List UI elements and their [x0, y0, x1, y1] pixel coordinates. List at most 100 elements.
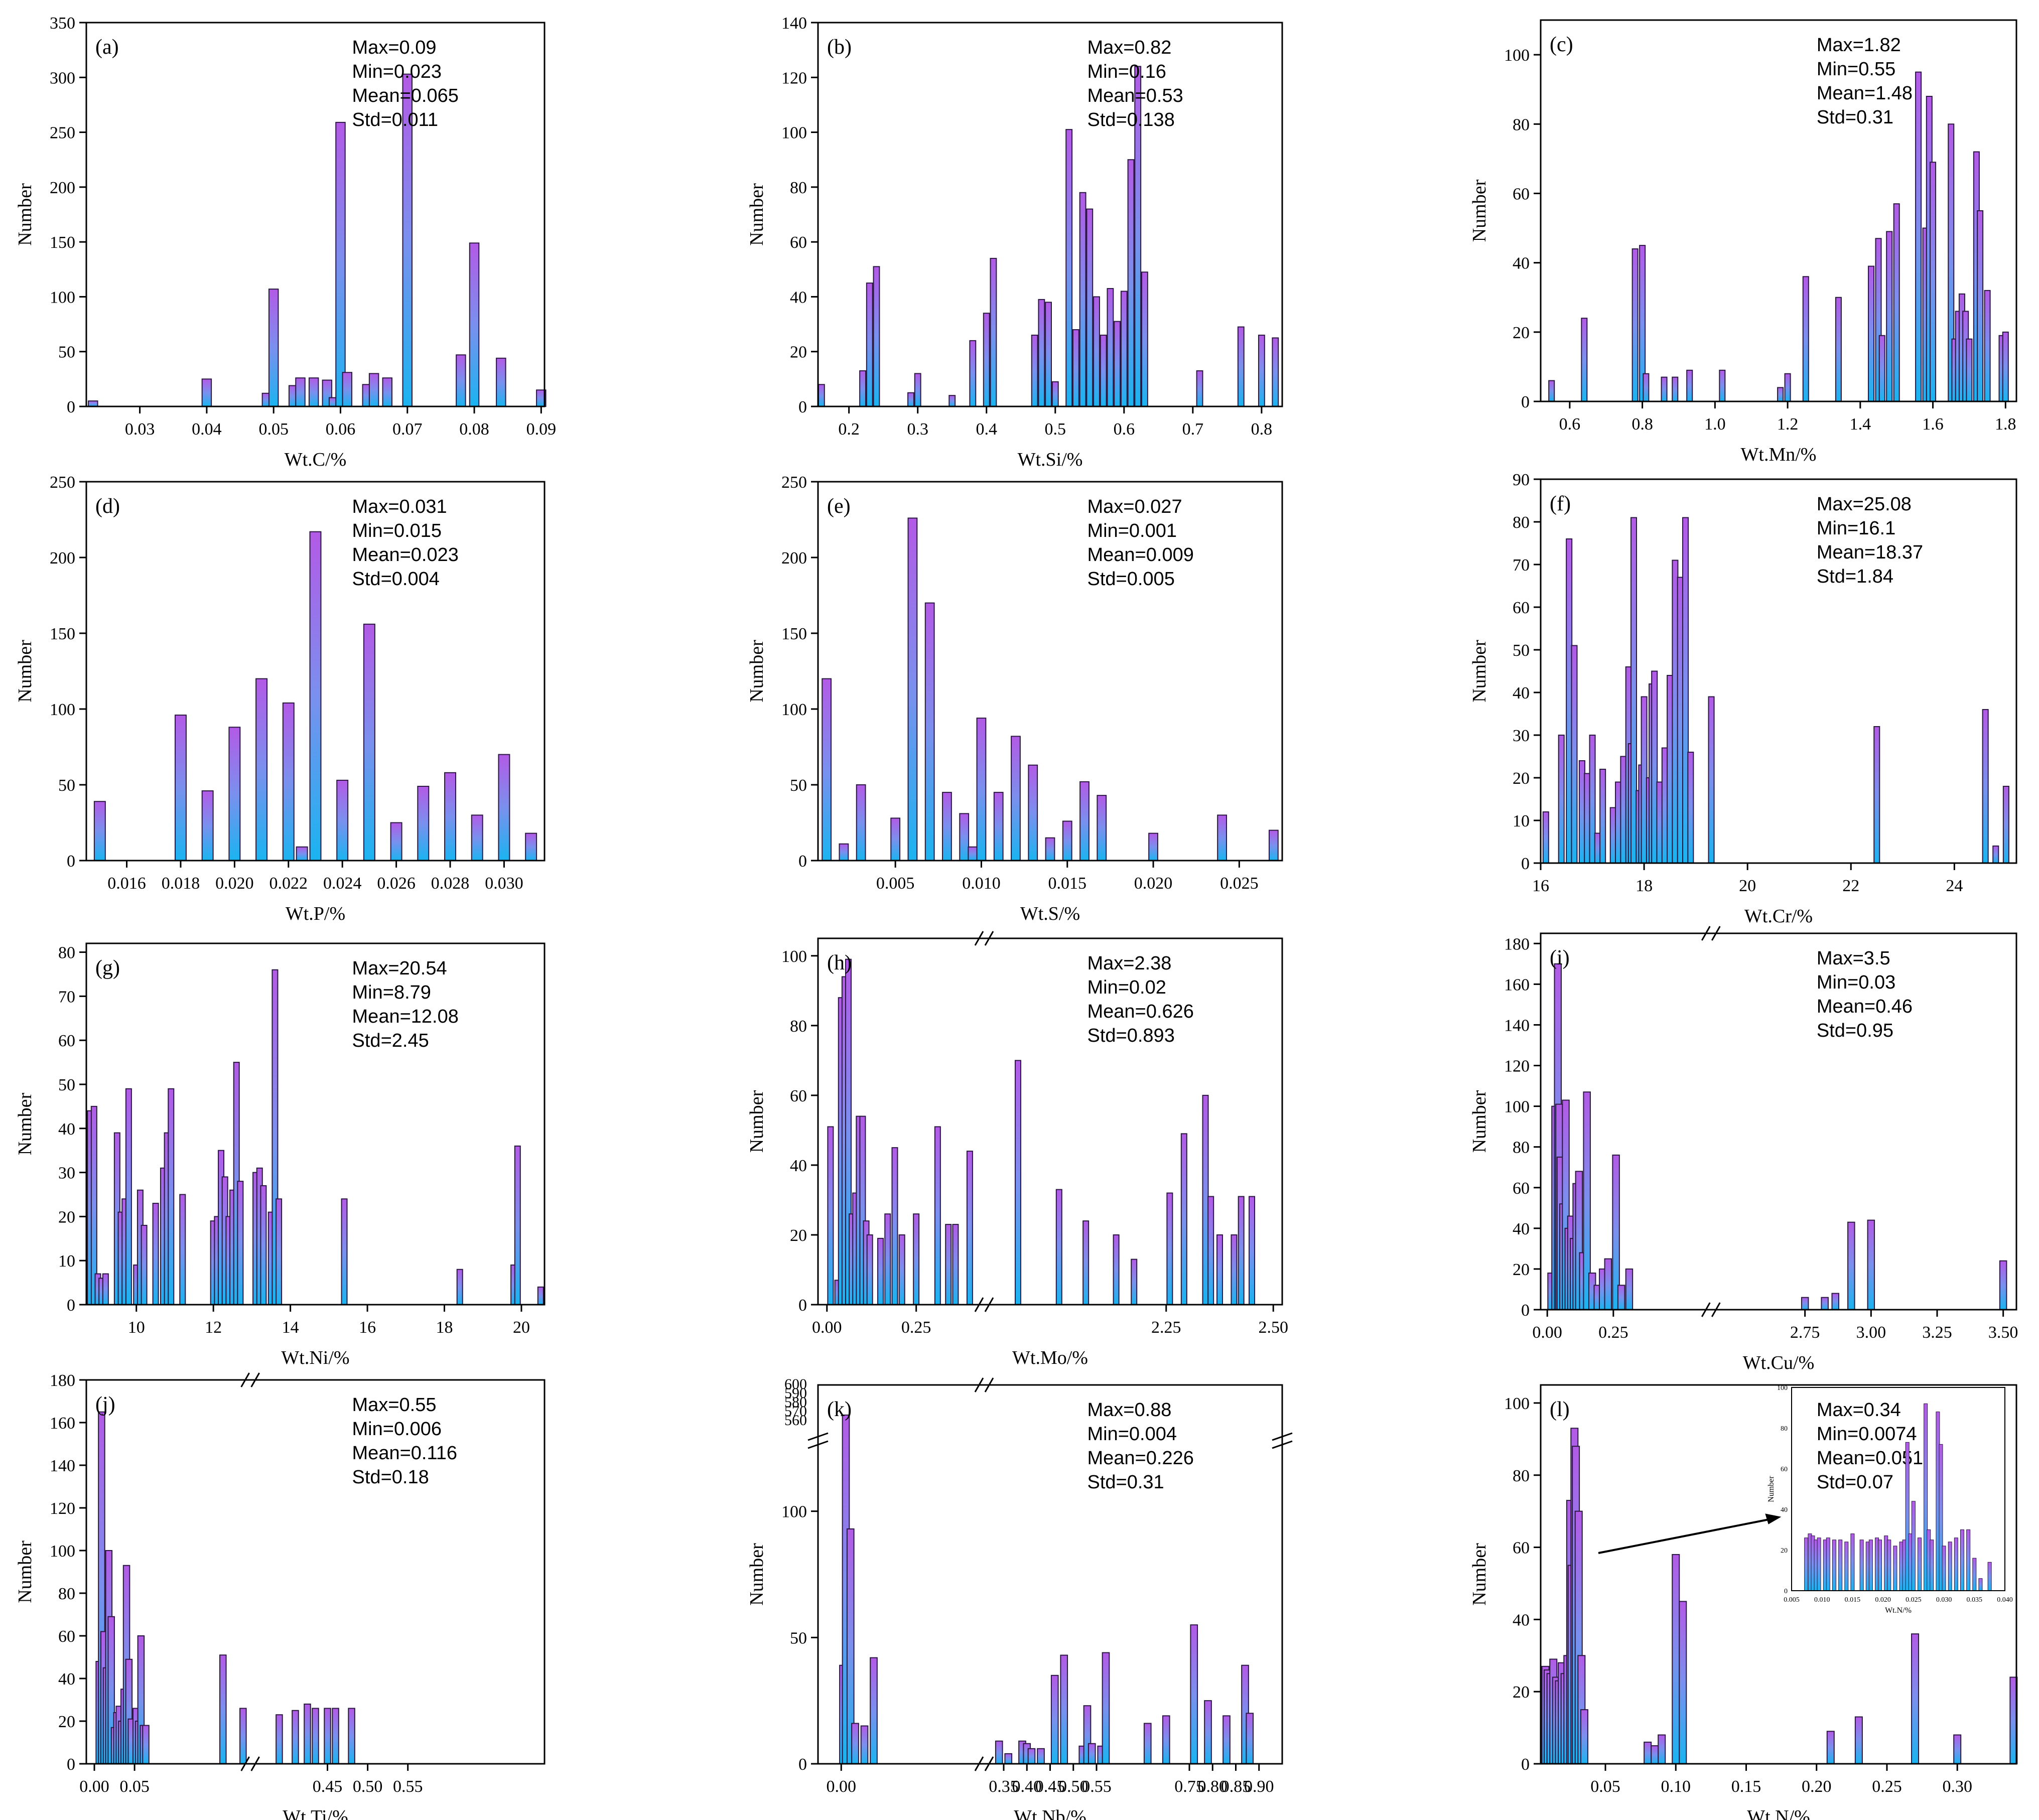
plot-frame — [817, 937, 1283, 1306]
stat-line: Std=0.005 — [1088, 569, 1175, 590]
bar — [907, 517, 918, 861]
stat-line: Mean=1.48 — [1817, 83, 1913, 104]
y-tick-label: 80 — [1513, 513, 1530, 532]
x-tick-label: 16 — [359, 1318, 376, 1337]
y-axis-label: Number — [746, 183, 767, 246]
bar — [1268, 829, 1279, 861]
bar — [368, 373, 379, 407]
stat-line: Min=0.55 — [1817, 59, 1895, 80]
x-tick-label: 24 — [1946, 877, 1963, 895]
y-tick-label: 100 — [1504, 46, 1530, 65]
x-tick-label: 0.07 — [392, 420, 423, 439]
bar — [1079, 192, 1086, 407]
y-tick-label: 80 — [1513, 1139, 1530, 1157]
y-tick-label: 60 — [790, 1087, 807, 1105]
x-axis-break-mark — [1701, 926, 1721, 941]
y-tick-label: 0 — [798, 398, 807, 416]
y-tick-label: 40 — [790, 288, 807, 307]
inset-bar — [1878, 1539, 1882, 1591]
x-tick-label: 10 — [128, 1318, 145, 1337]
y-tick-label: 100 — [50, 1542, 75, 1561]
y-tick-label: 300 — [50, 69, 75, 87]
inset-bar — [1838, 1539, 1843, 1591]
bar — [1801, 1297, 1809, 1311]
bar — [1542, 811, 1549, 864]
inset-bar — [1972, 1558, 1977, 1591]
y-axis-break-mark — [1272, 1432, 1293, 1449]
x-tick-label: 0.2 — [838, 420, 860, 439]
y-tick-label: 70 — [58, 988, 75, 1006]
x-tick-label: 0.018 — [162, 874, 200, 893]
bar — [1868, 265, 1875, 402]
x-tick-label: 0.30 — [1942, 1777, 1972, 1796]
x-tick-label: 0.8 — [1632, 415, 1653, 434]
bar — [959, 813, 970, 862]
y-tick-label: 80 — [790, 1017, 807, 1036]
x-tick-label: 1.2 — [1777, 415, 1799, 434]
y-tick-label: 250 — [50, 124, 75, 143]
bar — [1050, 1674, 1059, 1764]
y-tick-label: 80 — [1513, 115, 1530, 134]
bar — [471, 814, 483, 862]
y-tick-label: 40 — [1513, 684, 1530, 703]
plot-frame — [817, 481, 1283, 862]
bar — [1802, 276, 1809, 402]
y-tick-label: 0 — [798, 1296, 807, 1315]
x-tick-label: 1.4 — [1850, 415, 1871, 434]
bar — [292, 1710, 299, 1764]
bar — [152, 1203, 159, 1306]
y-tick-label: 140 — [50, 1457, 75, 1475]
bar — [444, 772, 457, 861]
bar — [168, 1088, 175, 1305]
chart-panel-c: 0.6 0.8 1.0 1.2 1.4 1.6 1.8 0 20 40 60 80 100 (c) Wt.M… — [1469, 19, 2017, 465]
x-axis-label: Wt.P/% — [286, 903, 345, 924]
bar — [1100, 334, 1107, 407]
inset-x-tick-label: 0.035 — [1967, 1596, 1983, 1604]
bar — [1632, 248, 1639, 402]
stat-line: Max=25.08 — [1817, 494, 1912, 515]
stat-line: Max=3.5 — [1817, 948, 1890, 969]
bar — [93, 801, 106, 861]
bar — [1237, 326, 1245, 407]
bar — [1011, 736, 1021, 861]
bar — [1190, 1624, 1198, 1765]
stat-line: Std=0.18 — [352, 1467, 429, 1488]
panel-label: (j) — [95, 1393, 115, 1416]
x-tick-label: 20 — [1739, 877, 1756, 895]
plot-frame — [1540, 932, 2017, 1311]
bar — [890, 817, 901, 861]
plot-frame — [85, 22, 546, 407]
plot-frame — [817, 1384, 1283, 1765]
x-tick-label: 3.00 — [1856, 1323, 1886, 1342]
y-tick-label: 20 — [790, 343, 807, 362]
bar — [1004, 1753, 1013, 1765]
y-axis-label: Number — [1469, 1090, 1490, 1153]
stat-line: Max=0.55 — [352, 1394, 437, 1416]
bar — [1113, 1234, 1120, 1306]
bar — [1162, 1715, 1170, 1765]
bar — [1821, 1297, 1829, 1311]
bar — [1062, 820, 1072, 861]
y-tick-label: 20 — [58, 1713, 75, 1731]
bar — [174, 715, 187, 861]
y-tick-label-upper: 560 — [784, 1412, 807, 1429]
chart-panel-g: 10 12 14 16 18 20 0 10 20 30 40 50 60 70 80 (g) Wt.Ni/% N… — [15, 942, 546, 1368]
bar — [1028, 764, 1038, 861]
plot-frame — [85, 942, 546, 1306]
bar — [1222, 1715, 1231, 1765]
bar — [1992, 846, 1999, 864]
x-axis-label: Wt.Ti/% — [283, 1806, 348, 1820]
y-axis-label: Number — [15, 183, 36, 246]
bar — [856, 784, 866, 861]
inset-y-tick-label: 80 — [1781, 1425, 1788, 1433]
y-axis-label: Number — [1469, 179, 1490, 242]
y-axis-label: Number — [15, 640, 36, 703]
x-tick-label: 0.25 — [901, 1318, 931, 1337]
inset-x-axis-label: Wt.N/% — [1885, 1606, 1912, 1615]
bar — [993, 792, 1004, 861]
x-tick-label: 0.10 — [1661, 1777, 1691, 1796]
y-axis-label: Number — [746, 1090, 767, 1153]
y-tick-label: 50 — [58, 776, 75, 795]
bar — [1604, 1258, 1612, 1311]
x-tick-label: 0.25 — [1598, 1323, 1628, 1342]
